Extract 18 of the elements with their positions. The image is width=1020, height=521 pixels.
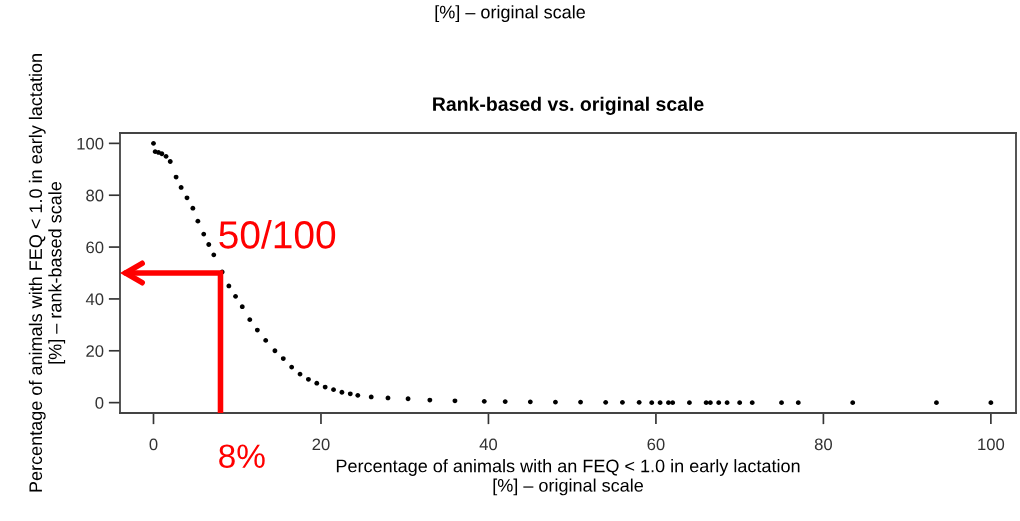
x-tick-label: 40 bbox=[479, 438, 498, 451]
x-tick-label: 80 bbox=[814, 438, 833, 451]
x-tick-label: 60 bbox=[647, 438, 665, 451]
x-tick-label: 0 bbox=[149, 438, 158, 451]
y-axis-title: Percentage of animals with FEQ < 1.0 in early lactation [%] – rank-based scale bbox=[28, 54, 66, 492]
y-tick-label: 20 bbox=[86, 345, 104, 357]
y-tick-label: 40 bbox=[85, 293, 104, 306]
x-tick-label: 20 bbox=[312, 438, 330, 451]
text: [%] – original scale bbox=[435, 5, 585, 23]
y-tick-label: 100 bbox=[77, 137, 104, 150]
annotation: 50/100 bbox=[219, 220, 336, 249]
y-tick-label: 0 bbox=[95, 397, 104, 409]
y-tick-label: 60 bbox=[86, 241, 104, 254]
text: 8% bbox=[219, 444, 265, 469]
y-tick-label: 80 bbox=[86, 189, 104, 202]
x-axis-title: Percentage of animals with an FEQ < 1.0 in early lactation [%] – original scale bbox=[336, 459, 800, 496]
x-tick-label: 100 bbox=[978, 438, 1005, 451]
chart-title: Rank-based vs. original scale bbox=[433, 96, 704, 115]
